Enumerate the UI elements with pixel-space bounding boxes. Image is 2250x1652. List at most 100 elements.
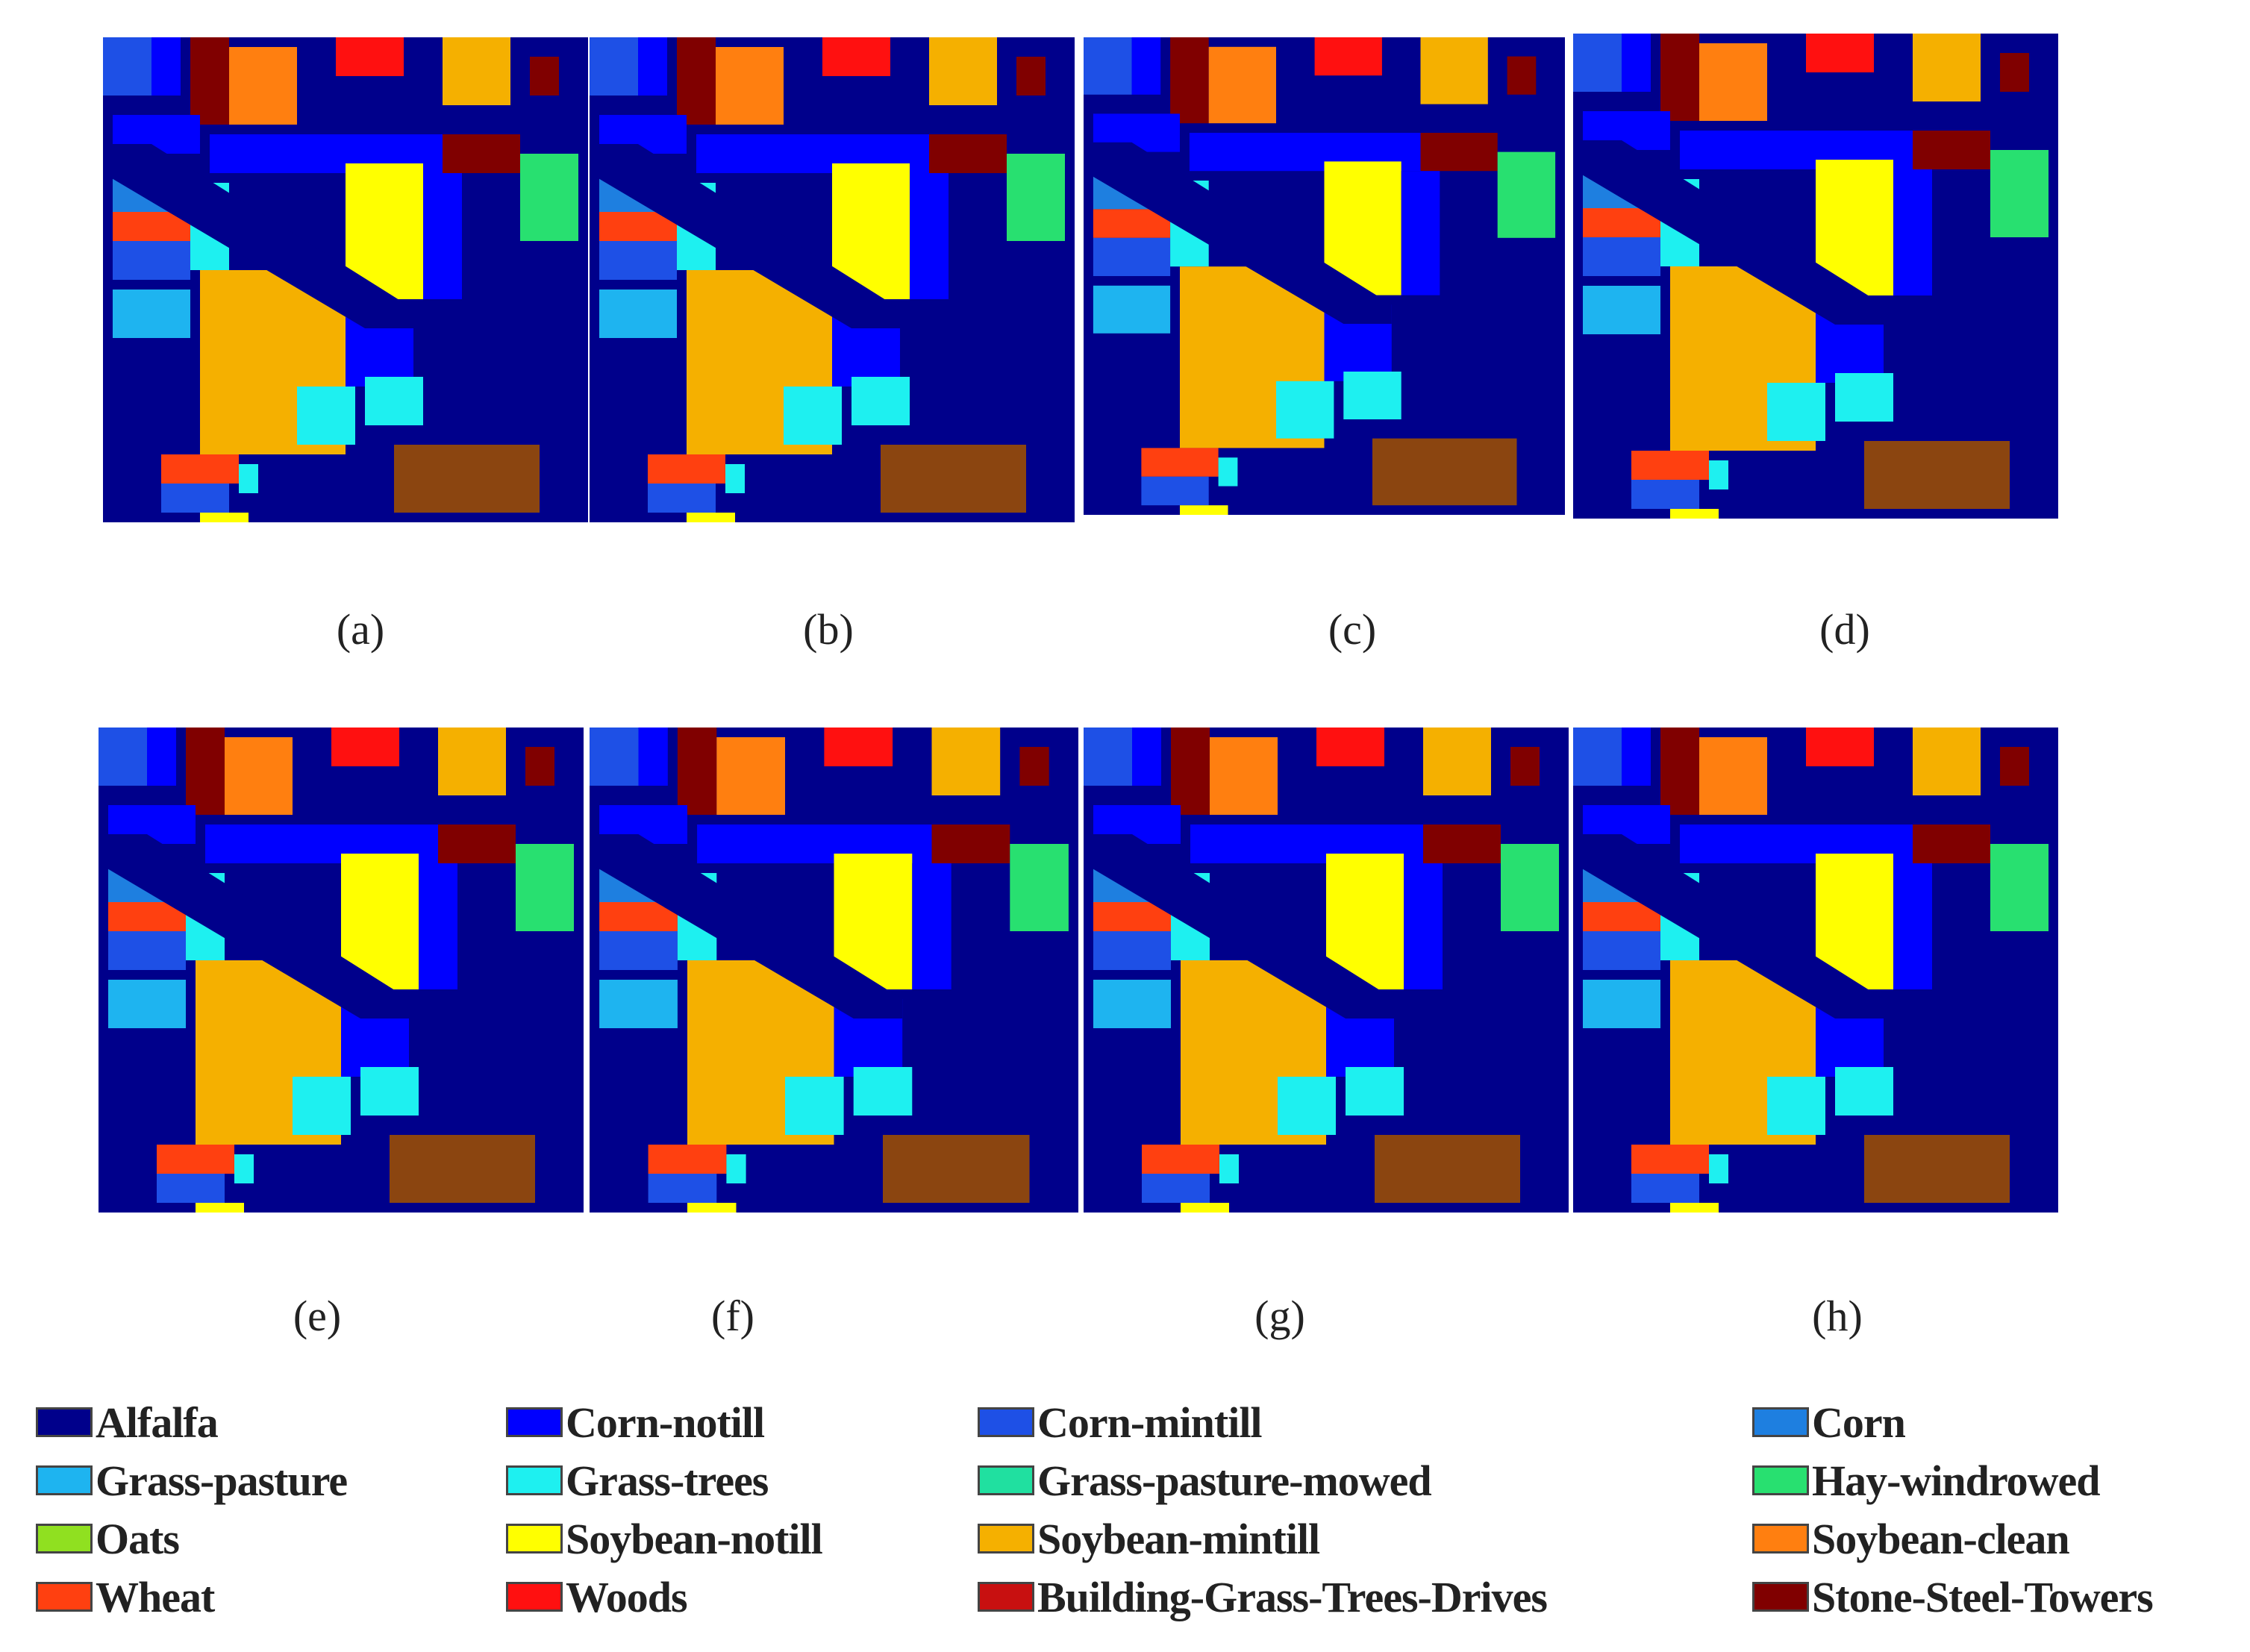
legend-label: Corn-notill [566, 1398, 765, 1447]
caption-d: (d) [1819, 605, 1870, 654]
map-region [190, 37, 229, 125]
map-region [929, 134, 1007, 173]
classification-map-b [590, 37, 1075, 522]
map-region [599, 290, 677, 338]
map-region [1660, 728, 1699, 815]
map-region [1583, 931, 1660, 970]
map-region [1093, 285, 1171, 334]
map-region [1510, 747, 1540, 786]
map-region [225, 737, 293, 815]
map-diagonal-strip [103, 144, 413, 328]
map-region [599, 241, 677, 280]
map-region [1181, 1203, 1229, 1213]
map-region [1132, 728, 1161, 786]
map-region [113, 290, 190, 338]
map-region [1278, 1077, 1336, 1135]
map-region [677, 728, 717, 815]
map-region [1372, 438, 1517, 506]
legend-swatch [978, 1582, 1034, 1612]
map-region [883, 1135, 1030, 1203]
map-region [438, 825, 516, 863]
map-diagonal-strip [1084, 142, 1392, 324]
map-region [161, 484, 229, 513]
map-region [443, 37, 510, 105]
map-region [113, 241, 190, 280]
map-region [1093, 980, 1171, 1028]
map-region [822, 37, 890, 76]
map-region [99, 728, 147, 786]
legend-label: Wheat [96, 1572, 215, 1621]
legend-label: Hay-windrowed [1812, 1456, 2101, 1505]
map-region [293, 1077, 351, 1135]
map-region [1142, 1145, 1219, 1174]
map-region [1631, 1145, 1709, 1174]
map-region [1084, 728, 1132, 786]
map-region [1893, 169, 1932, 295]
map-region [157, 1145, 234, 1174]
legend-item-woods: Woods [506, 1572, 688, 1621]
map-region [520, 154, 578, 241]
map-region [1622, 728, 1651, 786]
map-region [1180, 505, 1228, 515]
map-region [1171, 728, 1210, 815]
caption-f: (f) [711, 1292, 754, 1340]
map-region [530, 57, 559, 96]
map-region [1218, 457, 1238, 486]
map-region [2000, 53, 2029, 92]
legend-label: Corn [1812, 1398, 1906, 1447]
map-region [638, 728, 668, 786]
map-region [648, 484, 716, 513]
classification-map-f [590, 728, 1078, 1213]
map-region [1084, 37, 1132, 95]
map-region [186, 728, 225, 815]
map-region [1276, 381, 1334, 439]
map-region [725, 464, 745, 493]
legend-item-soybean-notill: Soybean-notill [506, 1515, 823, 1563]
map-region [1141, 476, 1209, 506]
legend-item-grass-pasture: Grass-pasture [36, 1457, 348, 1505]
map-region [716, 47, 784, 125]
map-region [824, 728, 893, 766]
map-region [1170, 37, 1209, 124]
map-region [157, 1174, 225, 1203]
classification-map-c [1084, 37, 1565, 515]
map-region [1343, 372, 1401, 419]
map-diagonal-strip [99, 834, 409, 1019]
map-region [1622, 34, 1651, 92]
map-region [648, 1174, 717, 1203]
map-region [1864, 441, 2010, 509]
map-region [1573, 34, 1622, 92]
map-region [677, 37, 716, 125]
map-region [1497, 151, 1556, 238]
map-region [1019, 747, 1049, 786]
map-region [390, 1135, 535, 1203]
map-region [931, 728, 1001, 795]
map-region [590, 728, 639, 786]
map-region [196, 1203, 244, 1213]
legend-swatch [36, 1465, 93, 1495]
map-region [419, 863, 457, 989]
legend-label: Soybean-clean [1812, 1514, 2070, 1563]
map-region [599, 980, 678, 1028]
legend-swatch [978, 1465, 1034, 1495]
legend-swatch [36, 1407, 93, 1437]
map-region [2000, 747, 2029, 786]
legend-label: Oats [96, 1514, 180, 1563]
map-region [1893, 863, 1932, 989]
legend-swatch [1752, 1524, 1809, 1554]
legend-swatch [978, 1407, 1034, 1437]
legend-swatch [506, 1407, 563, 1437]
map-region [1767, 383, 1825, 441]
legend-label: Woods [566, 1572, 688, 1621]
legend-swatch [36, 1582, 93, 1612]
map-region [1583, 286, 1660, 334]
map-region [1010, 844, 1069, 931]
map-region [1346, 1067, 1404, 1116]
legend-swatch [978, 1524, 1034, 1554]
legend-item-hay-windrowed: Hay-windrowed [1752, 1456, 2101, 1505]
legend-item-corn: Corn [1752, 1398, 1906, 1447]
caption-c: (c) [1328, 605, 1377, 654]
map-region [1016, 57, 1046, 96]
map-region [151, 37, 181, 96]
legend-item-soybean-mintill: Soybean-mintill [978, 1515, 1320, 1563]
